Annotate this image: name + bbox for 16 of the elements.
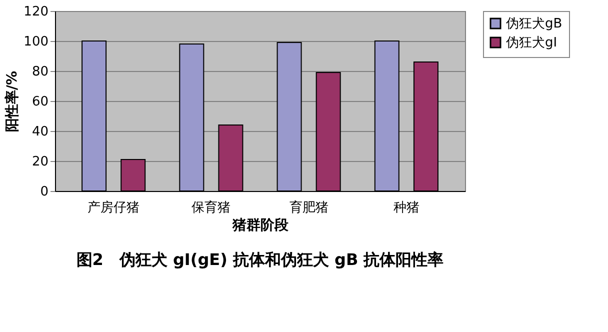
- y-tick-label: 20: [32, 154, 48, 170]
- legend-label: 伪狂犬gB: [506, 16, 562, 32]
- x-tick-label: 保育猪: [192, 200, 231, 216]
- x-tick-label: 产房仔猪: [88, 200, 140, 216]
- x-tick-label: 种猪: [393, 200, 420, 216]
- y-tick-label: 40: [32, 124, 48, 140]
- text: 图2 伪狂犬 gI(gE) 抗体和伪狂犬 gB 抗体阳性率: [76, 250, 444, 269]
- y-tick-label: 0: [40, 184, 48, 200]
- y-tick-label: 120: [24, 4, 48, 20]
- x-tick-label: 育肥猪: [289, 200, 328, 216]
- y-axis-title: 阳性率/%: [4, 70, 21, 132]
- legend-label: 伪狂犬gI: [506, 36, 558, 50]
- y-tick-label: 100: [24, 34, 48, 50]
- y-tick-label: 80: [32, 64, 48, 80]
- y-tick-label: 60: [32, 94, 48, 110]
- x-axis-title: 猪群阶段: [232, 218, 290, 234]
